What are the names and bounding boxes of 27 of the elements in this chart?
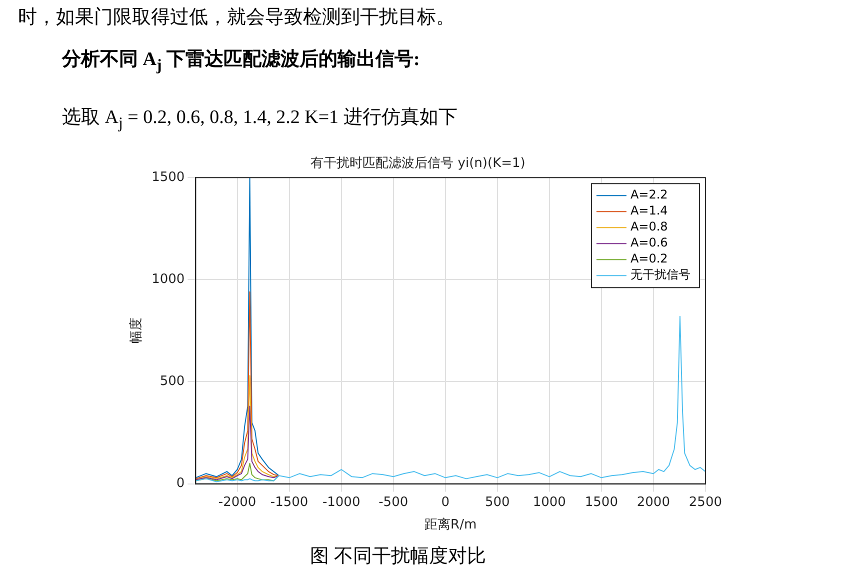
y-tick-label: 500 xyxy=(160,374,185,390)
text: 图 不同干扰幅度对比 xyxy=(310,545,486,569)
legend-label: A=0.2 xyxy=(630,252,668,266)
text: 选取 A$_{j}$ = 0.2, 0.6, 0.8, 1.4, 2.2 K=1 进行仿真如下 xyxy=(62,106,458,133)
text: 分析不同 A$_{j}$ 下雷达匹配滤波后的输出信号: xyxy=(62,48,420,75)
y-tick-label: 1500 xyxy=(152,170,185,185)
text: 时，如果门限取得过低，就会导致检测到干扰目标。 xyxy=(18,6,455,30)
x-tick-label: 1500 xyxy=(584,494,618,510)
y-axis-title: 幅度 xyxy=(128,318,144,344)
x-tick-label: 1000 xyxy=(532,494,566,510)
legend-label: A=0.8 xyxy=(630,220,668,234)
y-tick-label: 0 xyxy=(176,476,185,492)
x-tick-label: 2500 xyxy=(688,494,722,510)
y-tick-label: 1000 xyxy=(152,272,185,288)
x-axis-title: 距离R/m xyxy=(424,516,477,533)
legend-label: A=0.6 xyxy=(630,236,668,250)
x-tick-label: 2000 xyxy=(636,494,670,510)
x-tick-label: -2000 xyxy=(218,494,256,510)
x-tick-label: -1500 xyxy=(270,494,308,510)
x-tick-label: -1000 xyxy=(322,494,360,510)
x-tick-label: 0 xyxy=(441,494,450,510)
chart-title: 有干扰时匹配滤波后信号 yi(n)(K=1) xyxy=(310,156,526,172)
x-tick-label: 500 xyxy=(484,494,510,510)
legend-label: 无干扰信号 xyxy=(630,268,690,282)
x-tick-label: -500 xyxy=(378,494,408,510)
legend-label: A=1.4 xyxy=(630,204,668,218)
legend-label: A=2.2 xyxy=(630,188,668,202)
